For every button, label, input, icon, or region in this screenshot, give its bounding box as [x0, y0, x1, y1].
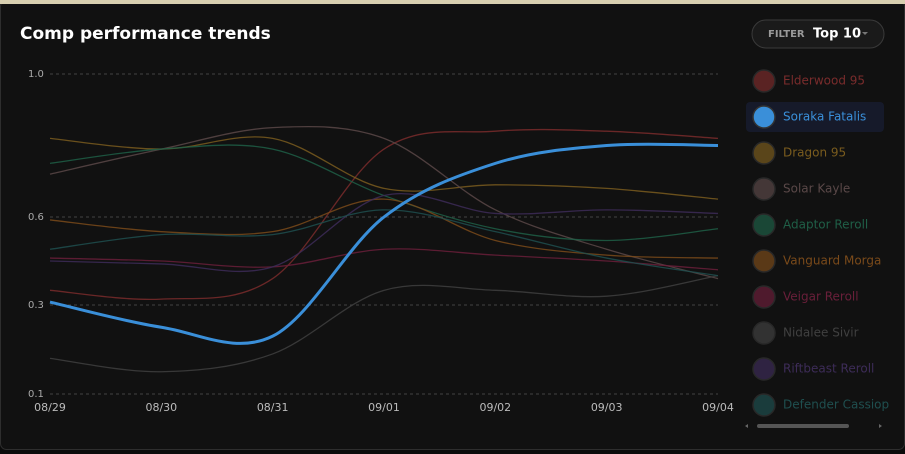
legend-label[interactable]: Nidalee Sivir — [783, 326, 859, 340]
y-tick-label: 0.3 — [28, 300, 44, 311]
legend-label[interactable]: Soraka Fatalis — [783, 110, 866, 124]
filter-value[interactable]: Top 10 — [813, 27, 861, 42]
legend-icon[interactable] — [752, 69, 776, 93]
filter-label: FILTER — [768, 29, 805, 40]
series-line[interactable] — [49, 198, 719, 259]
legend-label[interactable]: Veigar Reroll — [783, 290, 859, 304]
legend-icon[interactable] — [752, 177, 776, 201]
x-tick-label: 09/03 — [591, 401, 623, 414]
chart-title: Comp performance trends — [20, 24, 271, 44]
legend-icon[interactable] — [752, 393, 776, 417]
series-line[interactable] — [49, 209, 719, 277]
x-tick-label: 08/30 — [145, 401, 177, 414]
series-line[interactable] — [49, 193, 719, 273]
x-tick-label: 09/01 — [368, 401, 400, 414]
legend-label[interactable]: Vanguard Morga — [783, 254, 881, 268]
x-tick-label: 09/02 — [479, 401, 511, 414]
y-tick-label: 1.0 — [28, 69, 44, 80]
x-tick-label: 08/31 — [257, 401, 289, 414]
y-tick-label: 0.1 — [28, 389, 44, 400]
legend-icon[interactable] — [752, 105, 776, 129]
y-tick-label: 0.6 — [28, 212, 44, 223]
legend-icon[interactable] — [752, 357, 776, 381]
series-line[interactable] — [49, 142, 719, 345]
top-strip — [0, 0, 905, 4]
x-tick-label: 08/29 — [34, 401, 66, 414]
legend-label[interactable]: Riftbeast Reroll — [783, 362, 874, 376]
legend-icon[interactable] — [752, 285, 776, 309]
legend-label[interactable]: Solar Kayle — [783, 182, 850, 196]
legend-label[interactable]: Adaptor Reroll — [783, 218, 868, 232]
scrollbar[interactable] — [757, 424, 849, 428]
legend-icon[interactable] — [752, 321, 776, 345]
series-line[interactable] — [49, 275, 719, 373]
legend-label[interactable]: Defender Cassiop — [783, 398, 889, 412]
legend-icon[interactable] — [752, 213, 776, 237]
x-tick-label: 09/04 — [702, 401, 734, 414]
filter-button[interactable] — [751, 19, 885, 49]
legend-label[interactable]: Elderwood 95 — [783, 74, 865, 88]
legend-label[interactable]: Dragon 95 — [783, 146, 846, 160]
legend-icon[interactable] — [752, 249, 776, 273]
series-line[interactable] — [49, 248, 719, 271]
dropdown-arrow — [862, 32, 868, 35]
legend-highlight — [746, 102, 884, 132]
legend-icon[interactable] — [752, 141, 776, 165]
series-line[interactable] — [49, 128, 719, 301]
